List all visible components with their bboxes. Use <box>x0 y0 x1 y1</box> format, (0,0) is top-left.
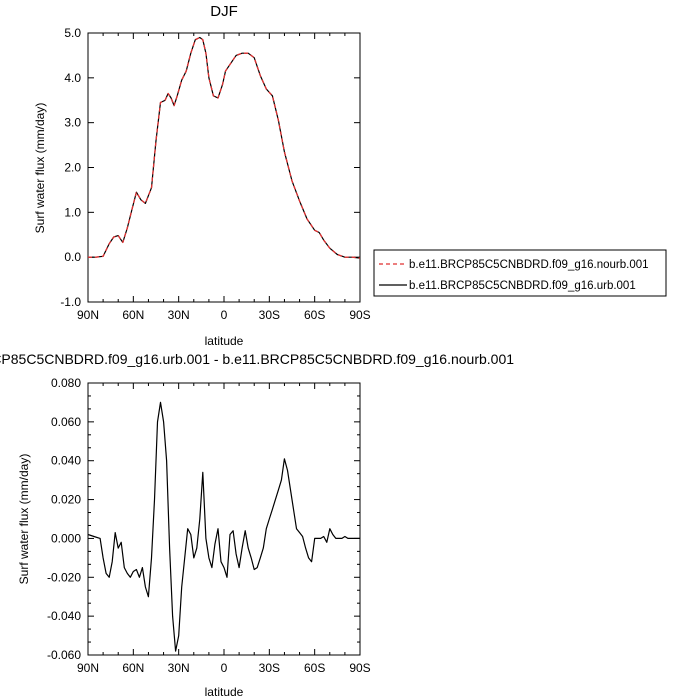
top-chart-frame <box>87 32 361 303</box>
top-chart-series-line-nourb <box>88 36 361 259</box>
bottom-chart-x-axis-label: latitude <box>205 685 244 699</box>
bottom-chart-y-tick-label: -0.060 <box>47 648 81 662</box>
bottom-chart-x-tick-label: 90N <box>77 661 99 675</box>
top-chart-x-tick-label: 60S <box>304 308 325 322</box>
bottom-chart-y-axis-label: Surf water flux (mm/day) <box>17 454 31 585</box>
top-chart: DJF 90N 60N 30N 0 30S 60S 90S -1.0 0.0 1.0 2.0 3.0 4… <box>33 3 371 348</box>
top-chart-x-axis-label: latitude <box>205 334 244 348</box>
bottom-chart-y-tick-label: 0.020 <box>51 493 81 507</box>
bottom-chart-x-tick-label: 30N <box>168 661 190 675</box>
bottom-chart-y-tick-label: -0.040 <box>47 609 81 623</box>
bottom-chart-x-tick-label: 0 <box>221 661 228 675</box>
top-chart-y-tick-label: 0.0 <box>64 250 81 264</box>
top-chart-y-tick-label: -1.0 <box>60 295 81 309</box>
top-chart-y-tick-label: 2.0 <box>64 161 81 175</box>
top-chart-y-axis-label: Surf water flux (mm/day) <box>33 103 47 234</box>
bottom-chart-x-tick-label: 60S <box>304 661 325 675</box>
top-chart-x-tick-label: 30N <box>168 308 190 322</box>
bottom-chart-x-tick-label: 90S <box>349 661 370 675</box>
top-chart-x-tick-label: 30S <box>259 308 280 322</box>
top-chart-y-tick-label: 3.0 <box>64 116 81 130</box>
top-chart-x-tick-label: 90N <box>77 308 99 322</box>
legend-label-nourb: b.e11.BRCP85C5CNBDRD.f09_g16.nourb.001 <box>409 259 649 271</box>
bottom-chart: b.e11.BRCP85C5CNBDRD.f09_g16.urb.001 - b… <box>0 351 514 699</box>
top-chart-y-tick-label: 1.0 <box>64 205 81 219</box>
top-chart-title: DJF <box>210 3 238 20</box>
bottom-chart-title: b.e11.BRCP85C5CNBDRD.f09_g16.urb.001 - b… <box>0 351 514 367</box>
top-chart-x-tick-label: 0 <box>221 308 228 322</box>
bottom-chart-y-tick-label: -0.020 <box>47 570 81 584</box>
bottom-chart-y-tick-label: 0.040 <box>51 454 81 468</box>
top-chart-x-tick-label: 90S <box>349 308 370 322</box>
legend-box <box>373 249 667 297</box>
top-chart-legend: b.e11.BRCP85C5CNBDRD.f09_g16.nourb.001 b… <box>373 249 667 297</box>
bottom-chart-x-tick-label: 60N <box>122 661 144 675</box>
bottom-chart-series-line <box>87 401 360 652</box>
bottom-chart-y-tick-label: 0.080 <box>51 376 81 390</box>
bottom-chart-frame <box>87 382 361 656</box>
top-chart-y-tick-label: 5.0 <box>64 26 81 40</box>
bottom-chart-x-tick-label: 30S <box>259 661 280 675</box>
top-chart-y-tick-label: 4.0 <box>64 71 81 85</box>
bottom-chart-y-tick-label: 0.060 <box>51 415 81 429</box>
top-chart-x-tick-label: 60N <box>122 308 144 322</box>
legend-label-urb: b.e11.BRCP85C5CNBDRD.f09_g16.urb.001 <box>409 280 636 292</box>
top-chart-series-line-urb <box>88 36 361 259</box>
bottom-chart-y-tick-label: 0.000 <box>51 531 81 545</box>
